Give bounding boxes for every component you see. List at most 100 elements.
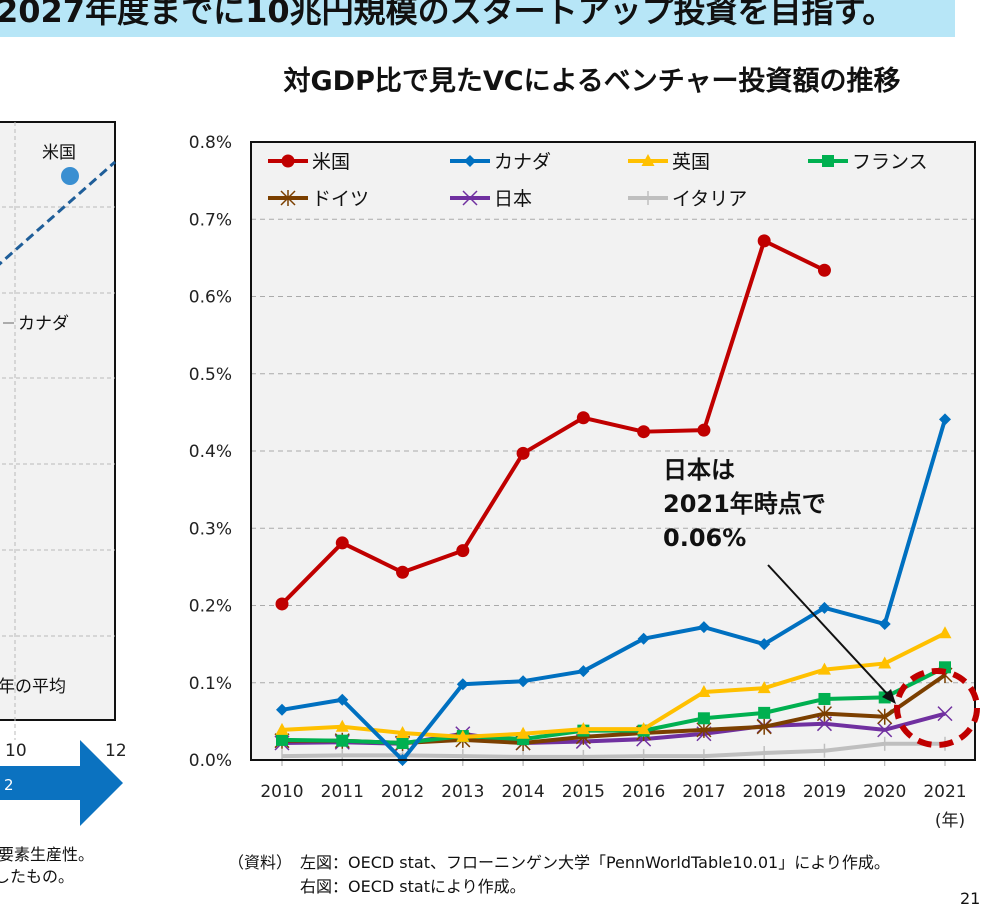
series-line — [281, 418, 947, 762]
data-point — [696, 721, 712, 738]
plot-frame — [250, 141, 976, 761]
data-point — [697, 712, 710, 725]
chart-title: 対GDP比で見たVCによるベンチャー投資額の推移 — [284, 66, 901, 97]
x-axis-unit: (年) — [935, 811, 965, 831]
x-tick-label: 2011 — [321, 782, 364, 802]
source-left: 左図：OECD stat、フローニンゲン大学「PennWorldTable10.… — [300, 853, 890, 872]
page-number: 21 — [960, 889, 980, 907]
data-point — [877, 708, 893, 725]
y-tick-label: 0.2% — [189, 597, 232, 617]
annotation-arrow-line — [767, 564, 891, 698]
left-caption-line: 要素生産性。 — [0, 845, 94, 864]
legend-item: 英国 — [628, 151, 710, 173]
legend-marker — [464, 155, 476, 167]
data-point — [275, 722, 289, 735]
x-axis-ticks: 2010 2011 2012 2013 2014 2015 2016 2017 2018 2019… — [260, 760, 967, 802]
header-banner-text: 2027年度までに10兆円規模のスタートアップ投資を目指す。 — [0, 0, 894, 30]
data-point — [396, 725, 410, 738]
left-chart-label-canada: カナダ — [18, 314, 69, 334]
data-point — [758, 638, 771, 651]
data-point — [275, 597, 289, 611]
left-chart-trendline — [0, 160, 116, 266]
x-tick-label: 2014 — [501, 782, 544, 802]
y-tick-label: 0.7% — [189, 210, 232, 230]
data-point — [335, 536, 349, 550]
data-point — [877, 722, 893, 738]
header-banner — [0, 0, 955, 37]
x-tick-label: 2013 — [441, 782, 484, 802]
data-point — [456, 678, 469, 691]
data-point — [335, 719, 349, 732]
legend-label: ドイツ — [312, 188, 369, 210]
data-point — [576, 722, 590, 735]
legend-marker — [822, 155, 834, 167]
left-chart-arrow — [0, 740, 123, 826]
y-tick-label: 0.0% — [189, 751, 232, 771]
left-caption-line: したもの。 — [0, 867, 74, 886]
y-tick-label: 0.3% — [189, 519, 232, 539]
series-lines — [274, 234, 953, 766]
x-tick-label: 2010 — [260, 782, 303, 802]
left-chart-grid — [0, 122, 115, 740]
data-point — [757, 234, 771, 248]
data-point — [939, 413, 951, 426]
data-point — [516, 726, 530, 739]
legend-item: カナダ — [450, 151, 551, 173]
annotation: 日本は 2021年時点で 0.06% — [663, 456, 980, 748]
data-point — [756, 718, 772, 735]
data-point — [878, 618, 891, 631]
data-point — [517, 675, 530, 688]
data-point — [396, 737, 409, 750]
y-tick-label: 0.5% — [189, 365, 232, 385]
x-tick-label: 2012 — [381, 782, 424, 802]
x-tick-label: 2015 — [562, 782, 605, 802]
data-point — [937, 706, 953, 722]
data-point — [697, 621, 710, 634]
highlight-circle — [894, 668, 980, 748]
left-chart-label-us: 米国 — [42, 143, 76, 163]
annotation-line: 日本は — [663, 456, 735, 484]
legend-item: フランス — [808, 151, 928, 173]
data-point — [817, 662, 831, 675]
data-point — [516, 446, 530, 460]
left-chart-frame — [0, 121, 116, 721]
legend-label: 日本 — [494, 188, 532, 210]
data-point — [818, 692, 831, 705]
data-point — [758, 706, 771, 719]
legend-item: ドイツ — [268, 188, 369, 210]
data-point — [697, 423, 711, 437]
left-chart-period-label: 年の平均 — [0, 677, 66, 697]
legend-item: 日本 — [450, 188, 532, 210]
data-point — [637, 425, 651, 439]
series-line — [280, 238, 826, 606]
annotation-arrowhead — [882, 689, 896, 704]
data-point — [637, 632, 650, 645]
x-tick-label: 2020 — [863, 782, 906, 802]
x-tick-label: 2019 — [803, 782, 846, 802]
legend-label: 英国 — [672, 151, 710, 173]
left-chart-xtick: 10 — [5, 741, 27, 761]
legend-label: カナダ — [494, 151, 551, 173]
x-tick-label: 2018 — [743, 782, 786, 802]
legend-item: イタリア — [628, 188, 747, 210]
legend-label: フランス — [852, 151, 928, 173]
data-point — [396, 565, 410, 579]
legend-marker — [281, 154, 295, 168]
x-tick-label: 2021 — [923, 782, 966, 802]
series-英国 — [275, 626, 952, 742]
legend-label: 米国 — [312, 151, 350, 173]
legend-label: イタリア — [672, 188, 747, 210]
data-point — [757, 681, 771, 694]
data-point — [817, 263, 831, 277]
data-point — [336, 693, 349, 706]
data-point — [878, 656, 892, 669]
data-point — [697, 685, 711, 698]
left-chart-point-us — [61, 167, 79, 185]
y-tick-label: 0.6% — [189, 288, 232, 308]
series-line — [281, 631, 946, 739]
legend-marker — [462, 190, 478, 206]
series-カナダ — [276, 413, 951, 766]
y-tick-label: 0.8% — [189, 133, 232, 153]
